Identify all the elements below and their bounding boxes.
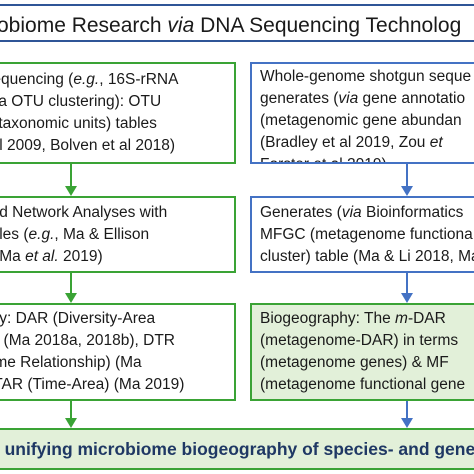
right-box-mfgc-table: Generates (via Bioinformatics MFGC (meta… xyxy=(250,196,474,273)
box-text-line: (metagenomic gene abundan xyxy=(260,112,462,129)
box-text-line: Whole-genome shotgun seque xyxy=(260,68,472,85)
title-box: robiome Research via DNA Sequencing Tech… xyxy=(0,4,474,42)
box-text-line: (metagenome-DAR) in terms xyxy=(260,332,459,349)
right-box-shotgun-sequencing: Whole-genome shotgun seque generates (via… xyxy=(250,62,474,164)
left-box-biogeography-dar: phy: DAR (Diversity-Area ip) (Ma 2018a, 2… xyxy=(0,303,236,401)
box-text-line: and Network Analyses with xyxy=(0,204,168,221)
box-text-line: Sequencing (e.g., 16S-rRNA xyxy=(0,71,179,88)
box-text-line: Time Relationship) (Ma xyxy=(0,354,142,371)
conclusion-text: a unifying microbiome biogeography of sp… xyxy=(0,439,474,459)
box-text-line: Forster et al 2019) xyxy=(260,154,387,162)
box-text-line: DTAR (Time-Area) (Ma 2019) xyxy=(0,376,185,393)
box-text-line: MFGC (metagenome functiona xyxy=(260,226,473,243)
left-box-amplicon-sequencing: Sequencing (e.g., 16S-rRNA (via OTU clus… xyxy=(0,62,236,164)
box-text-line: Generates (via Bioinformatics xyxy=(260,204,464,221)
box-text-line: t al 2009, Bolven et al 2018) xyxy=(0,137,176,154)
box-text-line: Biogeography: The m-DAR xyxy=(260,310,446,327)
conclusion-box: a unifying microbiome biogeography of sp… xyxy=(0,428,474,470)
box-text-line: phy: DAR (Diversity-Area xyxy=(0,310,156,327)
box-text-line: (metagenome functional gene xyxy=(260,376,466,393)
box-text-line: (Bradley et al 2019, Zou et xyxy=(260,134,443,151)
box-text-line: 9, Ma et al. 2019) xyxy=(0,248,103,265)
box-text-line: (via OTU clustering): OTU xyxy=(0,93,162,110)
box-text-line: (metagenome genes) & MF xyxy=(260,354,449,371)
box-text-line: al taxonomic units) tables xyxy=(0,115,157,132)
right-box-m-dar: Biogeography: The m-DAR (metagenome-DAR) … xyxy=(250,303,474,401)
box-text-line: ip) (Ma 2018a, 2018b), DTR xyxy=(0,332,175,349)
box-text-line: cluster) table (Ma & Li 2018, Ma xyxy=(260,248,474,265)
left-box-network-analyses: and Network Analyses with ables (e.g., Ma… xyxy=(0,196,236,273)
box-text-line: ables (e.g., Ma & Ellison xyxy=(0,226,150,243)
diagram-title: robiome Research via DNA Sequencing Tech… xyxy=(0,14,462,37)
box-text-line: generates (via gene annotatio xyxy=(260,90,466,107)
